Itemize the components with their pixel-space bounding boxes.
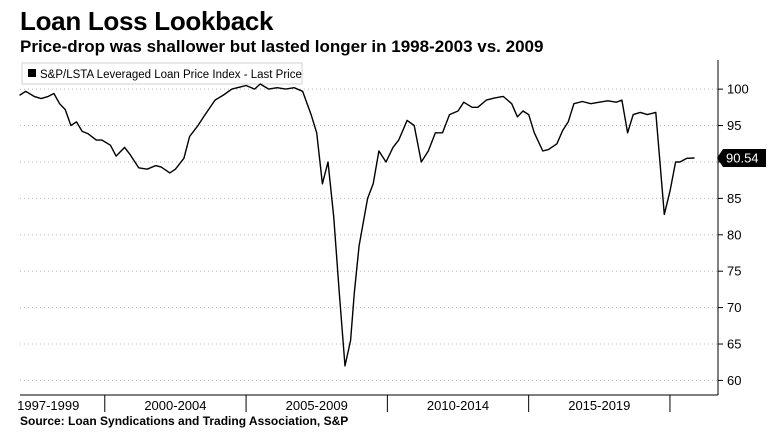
last-value-tag <box>717 149 766 168</box>
y-tick-label: 60 <box>727 373 741 388</box>
gridlines <box>20 88 718 381</box>
y-tick-label: 95 <box>727 118 741 133</box>
chart-title: Loan Loss Lookback <box>20 6 274 36</box>
series-group <box>19 83 695 367</box>
x-tick-label: 2005-2009 <box>286 398 348 413</box>
x-tick-label: 2015-2019 <box>568 398 630 413</box>
series-line <box>19 83 695 367</box>
legend-swatch <box>28 69 36 77</box>
legend-box <box>21 62 303 85</box>
last-value-group: 90.54 <box>717 149 766 168</box>
y-tick-label: 85 <box>727 191 741 206</box>
x-tick-label: 2010-2014 <box>427 398 489 413</box>
x-tick-label: 2000-2004 <box>144 398 206 413</box>
legend-label: S&P/LSTA Leveraged Loan Price Index - La… <box>40 69 302 81</box>
x-tick-label: 1997-1999 <box>17 398 79 413</box>
y-tick-label: 100 <box>727 82 749 97</box>
y-tick-label: 70 <box>727 300 741 315</box>
chart-subtitle: Price-drop was shallower but lasted long… <box>20 37 544 56</box>
y-tick-label: 65 <box>727 337 741 352</box>
y-tick-label: 80 <box>727 227 741 242</box>
y-tick-label: 75 <box>727 264 741 279</box>
last-value-label: 90.54 <box>726 151 759 166</box>
source-note: Source: Loan Syndications and Trading As… <box>20 414 349 428</box>
legend: S&P/LSTA Leveraged Loan Price Index - La… <box>21 62 303 85</box>
